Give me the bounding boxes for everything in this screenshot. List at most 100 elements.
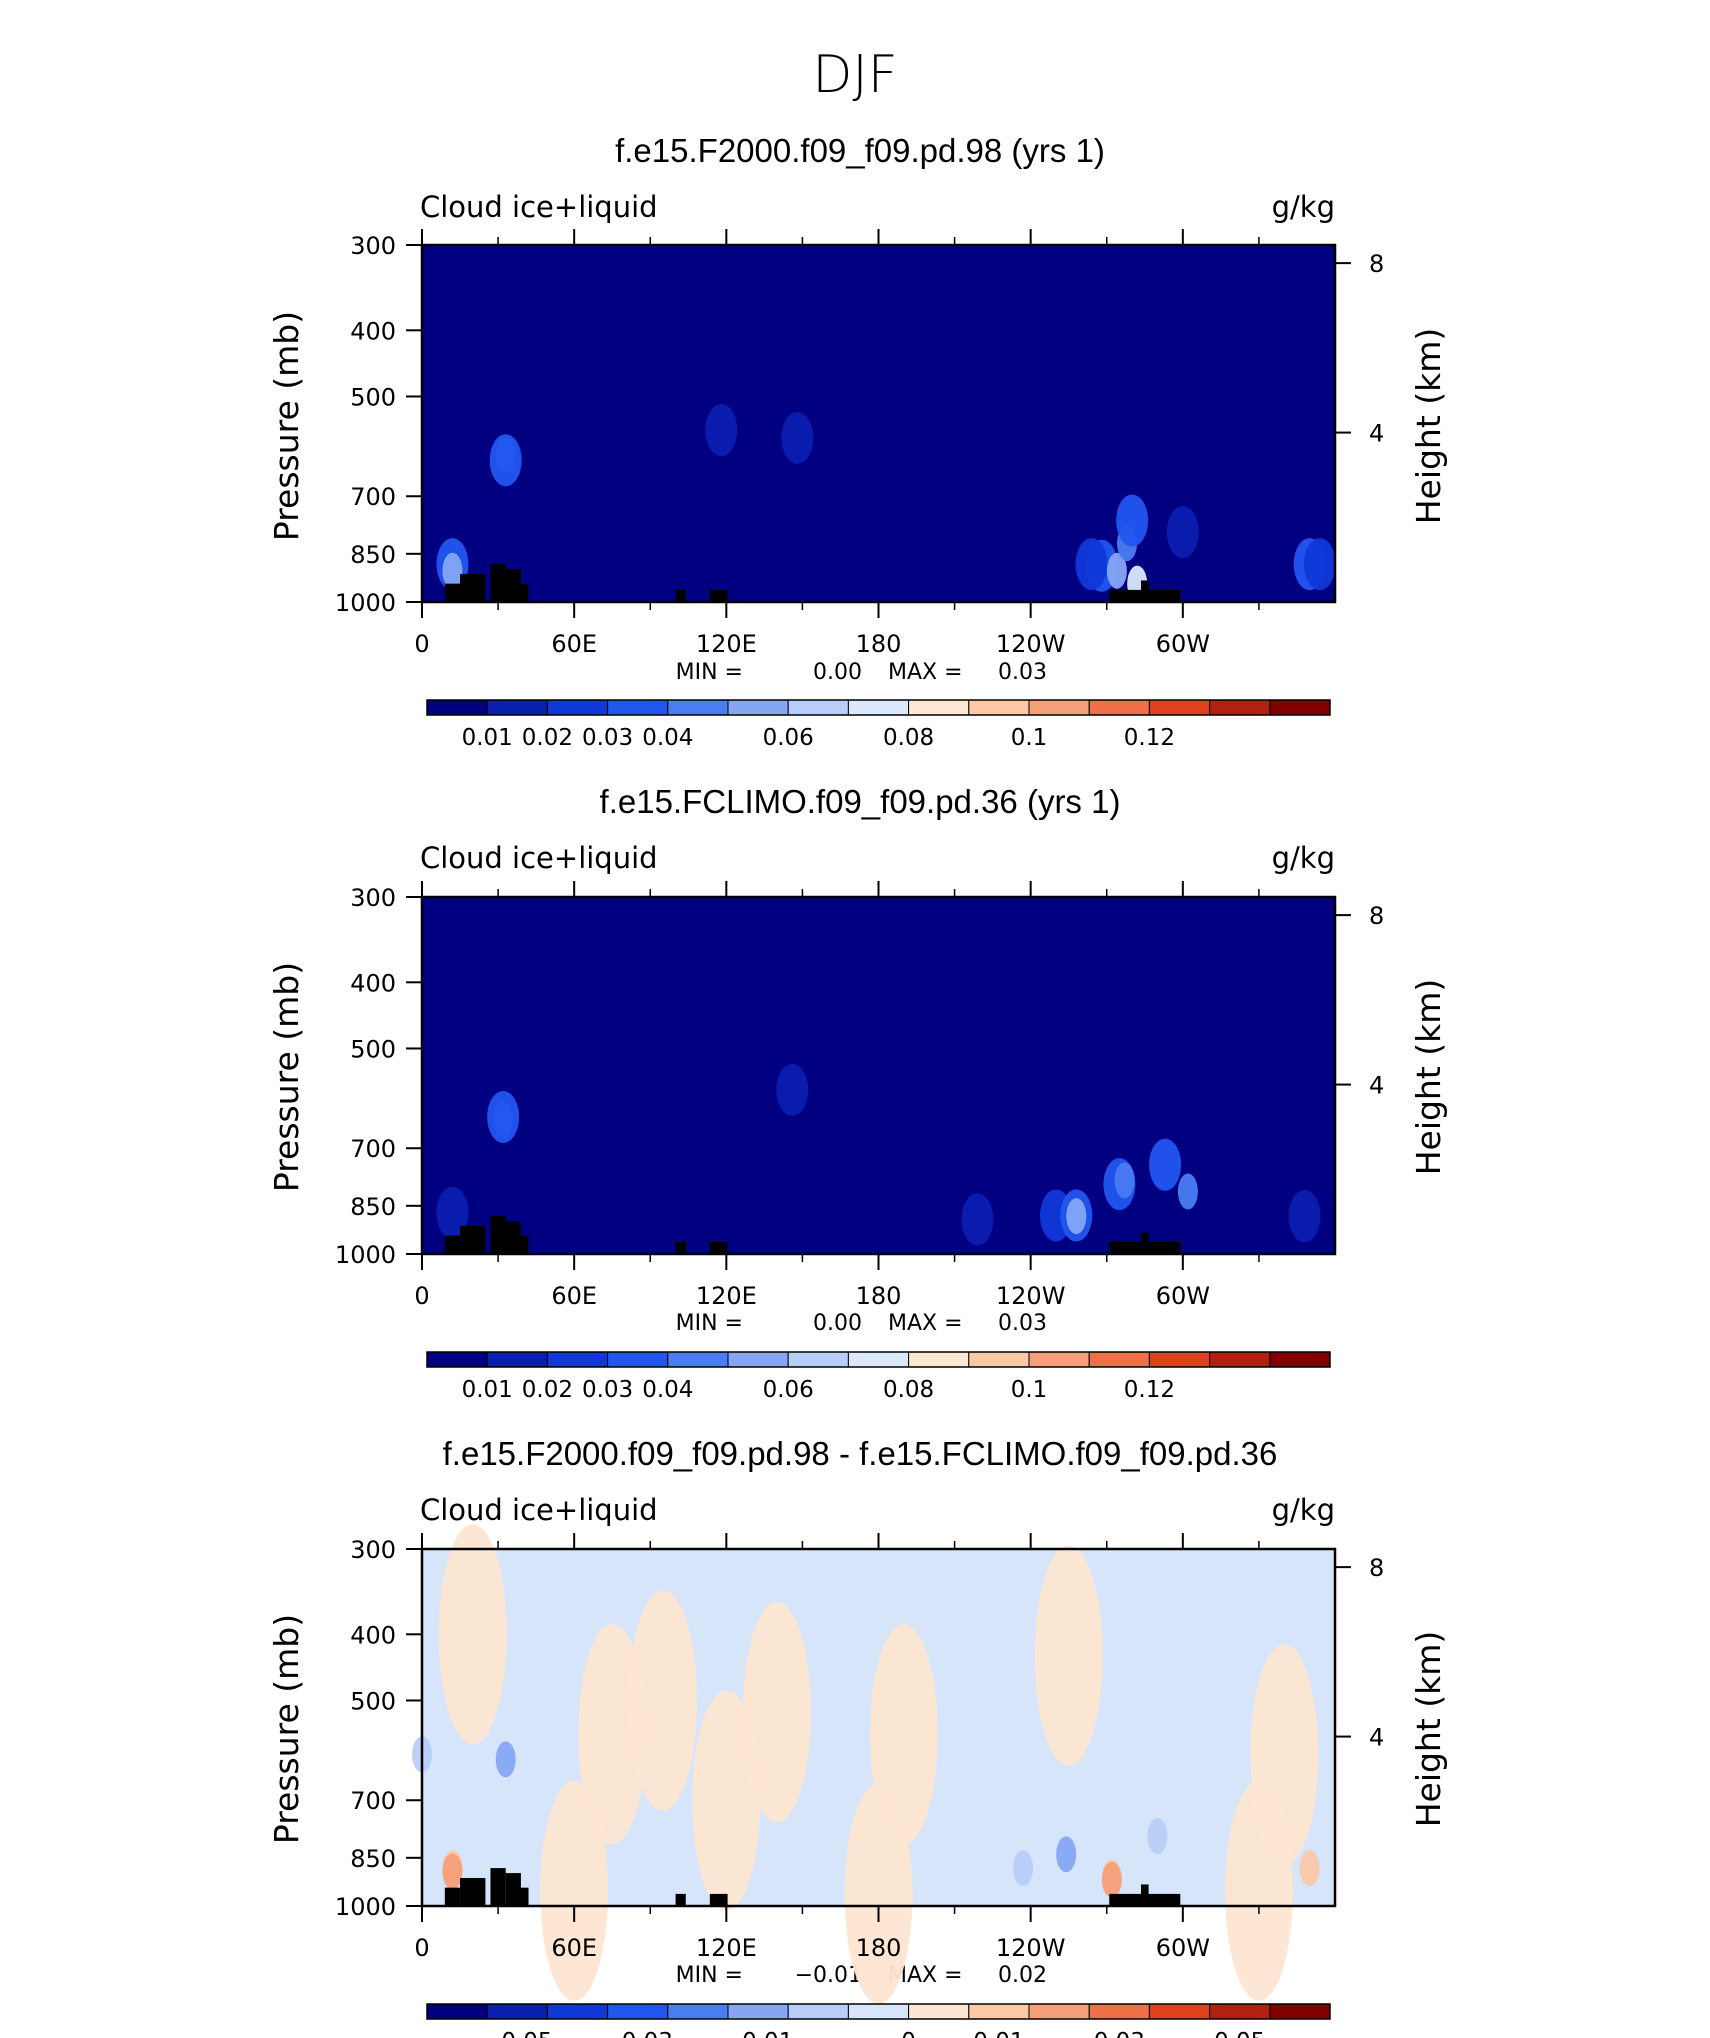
colorbar-swatch-5 [727, 699, 789, 716]
colorbar-swatch-7 [847, 2003, 910, 2020]
plot-area: 300 400 500 700 850 1000 8 4 0 60E 120E 180 120W 60W [335, 1524, 1384, 2004]
y2-tick-label-4: 4 [1369, 1072, 1384, 1100]
colorbar-swatch-8 [908, 699, 970, 716]
field-feature-8 [1114, 1162, 1135, 1199]
field-feature-3 [743, 1602, 812, 1823]
field-feature-14 [1303, 538, 1336, 591]
colorbar-swatch-10 [1028, 1351, 1090, 1368]
y2-axis-label: Height (km) [1409, 1631, 1448, 1828]
colorbar-label-2: 0.03 [582, 1377, 633, 1403]
field-feature-9 [540, 1780, 609, 2001]
land-mask-8 [1140, 580, 1149, 602]
min-label: MIN = [676, 1311, 743, 1336]
colorbar: 0.01 0.02 0.03 0.04 0.06 0.08 0.1 0.12 [426, 699, 1331, 751]
colorbar-label-3: 0 [901, 2029, 916, 2038]
colorbar-swatch-11 [1088, 2003, 1150, 2020]
field-background [422, 245, 1335, 602]
x-tick-label-120E: 120E [696, 630, 757, 658]
units-label: g/kg [1272, 1493, 1335, 1527]
land-mask-8 [1140, 1884, 1149, 1906]
land-mask-2 [490, 564, 506, 602]
y-tick-label-850: 850 [350, 1845, 396, 1873]
colorbar-swatch-11 [1088, 699, 1150, 716]
y-tick-label-1000: 1000 [335, 1893, 396, 1921]
land-mask-2 [490, 1216, 506, 1254]
field-feature-5 [781, 411, 814, 464]
land-mask-6 [709, 1893, 728, 1906]
field-feature-3 [776, 1063, 809, 1116]
land-mask-4 [518, 1235, 529, 1254]
x-tick-label-120E: 120E [696, 1934, 757, 1962]
field-feature-2 [436, 1186, 469, 1239]
y-tick-label-500: 500 [350, 1035, 396, 1063]
panel-title: f.e15.F2000.f09_f09.pd.98 (yrs 1) [615, 132, 1105, 169]
land-mask-3 [505, 569, 521, 602]
land-mask-5 [675, 589, 686, 602]
colorbar-swatch-7 [847, 699, 910, 716]
variable-label: Cloud ice+liquid [420, 190, 658, 224]
colorbar-swatch-6 [787, 2003, 849, 2020]
colorbar-swatch-6 [787, 1351, 849, 1368]
colorbar-swatch-0 [426, 2003, 488, 2020]
min-value: −0.01 [795, 1963, 862, 1988]
field-feature-12 [1288, 1190, 1321, 1243]
land-mask-5 [675, 1893, 686, 1906]
field-feature-11 [961, 1193, 994, 1246]
units-label: g/kg [1272, 841, 1335, 875]
colorbar-swatch-10 [1028, 2003, 1090, 2020]
x-tick-label-120E: 120E [696, 1282, 757, 1310]
field-feature-1 [578, 1624, 647, 1845]
land-mask-0 [444, 1887, 461, 1906]
colorbar-label-5: 0.03 [1094, 2029, 1145, 2038]
panel-title: f.e15.FCLIMO.f09_f09.pd.36 (yrs 1) [600, 783, 1121, 820]
x-tick-label-120W: 120W [996, 1282, 1066, 1310]
colorbar-frame [426, 1351, 1331, 1368]
colorbar-swatch-1 [486, 699, 548, 716]
land-mask-1 [460, 1878, 486, 1906]
y-tick-label-850: 850 [350, 1193, 396, 1221]
y-tick-label-700: 700 [350, 483, 396, 511]
min-value: 0.00 [813, 1311, 862, 1336]
panel-2: f.e15.FCLIMO.f09_f09.pd.36 (yrs 1) Cloud… [267, 783, 1448, 1403]
field-feature-16 [1147, 1818, 1168, 1855]
colorbar-swatch-9 [968, 1351, 1030, 1368]
x-tick-label-180: 180 [856, 630, 902, 658]
colorbar-swatch-3 [607, 2003, 669, 2020]
y-tick-label-300: 300 [350, 232, 396, 260]
colorbar-label-4: 0.06 [763, 1377, 814, 1403]
field-feature-9 [1149, 1138, 1182, 1191]
y2-tick-label-8: 8 [1369, 1554, 1384, 1582]
y-tick-label-500: 500 [350, 383, 396, 411]
x-tick-label-0: 0 [414, 630, 429, 658]
x-tick-label-60E: 60E [551, 1282, 597, 1310]
y-axis-label: Pressure (mb) [267, 1614, 306, 1844]
colorbar-label-4: 0.06 [763, 725, 814, 751]
colorbar-label-0: 0.01 [462, 725, 513, 751]
colorbar-swatch-14 [1269, 1351, 1331, 1368]
colorbar: −0.05 −0.03 −0.01 0 0.01 0.03 0.05 [426, 2003, 1331, 2038]
page-title: DJF [812, 45, 897, 105]
colorbar-swatch-11 [1088, 1351, 1150, 1368]
colorbar-label-0: −0.05 [482, 2029, 552, 2038]
field-feature-1 [489, 434, 522, 487]
colorbar-label-7: 0.12 [1124, 1377, 1175, 1403]
y-tick-label-700: 700 [350, 1787, 396, 1815]
y-tick-label-300: 300 [350, 884, 396, 912]
x-tick-label-60W: 60W [1156, 1934, 1210, 1962]
land-mask-3 [505, 1221, 521, 1254]
field-feature-19 [1299, 1850, 1320, 1887]
y-tick-label-700: 700 [350, 1135, 396, 1163]
field-feature-4 [705, 404, 738, 457]
colorbar-label-2: −0.01 [723, 2029, 793, 2038]
colorbar-swatch-7 [847, 1351, 910, 1368]
colorbar: 0.01 0.02 0.03 0.04 0.06 0.08 0.1 0.12 [426, 1351, 1331, 1403]
max-label: MAX = [888, 1311, 963, 1336]
field-feature-8 [844, 1783, 913, 2004]
land-mask-1 [460, 1226, 486, 1254]
x-tick-label-60E: 60E [551, 1934, 597, 1962]
colorbar-swatch-5 [727, 1351, 789, 1368]
colorbar-frame [426, 2003, 1331, 2020]
x-tick-label-60E: 60E [551, 630, 597, 658]
y-tick-label-1000: 1000 [335, 589, 396, 617]
land-mask-2 [490, 1868, 506, 1906]
